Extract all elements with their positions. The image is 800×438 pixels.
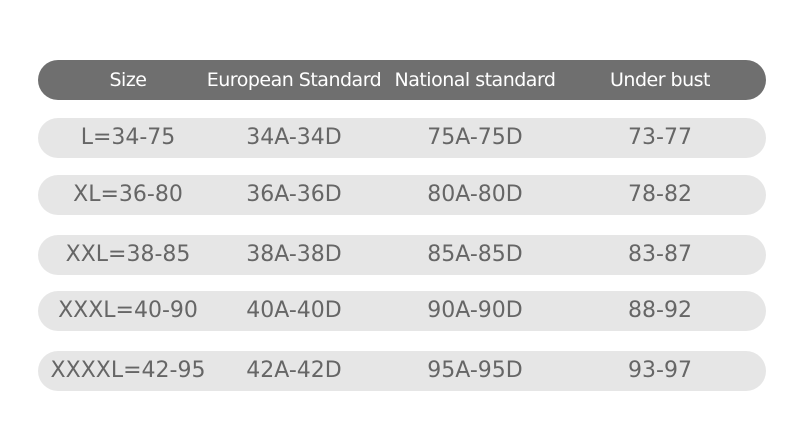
table-cell: 78-82 <box>628 182 692 207</box>
table-cell: 83-87 <box>628 242 692 267</box>
table-cell: 34A-34D <box>246 125 342 150</box>
table-cell: L=34-75 <box>80 125 176 150</box>
table-cell: 80A-80D <box>427 182 523 207</box>
header-cell: National standard <box>394 69 557 91</box>
table-row: XXL=38-85 38A-38D 85A-85D 83-87 <box>38 235 766 275</box>
table-cell: XXL=38-85 <box>65 242 191 267</box>
table-cell: 36A-36D <box>246 182 342 207</box>
table-cell: 93-97 <box>628 358 692 383</box>
header-row: Size European Standard National standard Un… <box>38 60 766 100</box>
table-row: L=34-75 34A-34D 75A-75D 73-77 <box>38 118 766 158</box>
table-cell: 40A-40D <box>246 298 342 323</box>
table-cell: XXXXL=42-95 <box>50 358 206 383</box>
table-cell: 73-77 <box>628 125 692 150</box>
header-cell: Under bust <box>609 69 711 91</box>
header-cell: Size <box>109 69 147 91</box>
table-row: XXXL=40-90 40A-40D 90A-90D 88-92 <box>38 291 766 331</box>
table-cell: 42A-42D <box>246 358 342 383</box>
table-cell: 85A-85D <box>427 242 523 267</box>
table-cell: 75A-75D <box>427 125 523 150</box>
table-cell: 95A-95D <box>427 358 523 383</box>
table-row: XXXXL=42-95 42A-42D 95A-95D 93-97 <box>38 351 766 391</box>
table-cell: XXXL=40-90 <box>58 298 198 323</box>
table-row: XL=36-80 36A-36D 80A-80D 78-82 <box>38 175 766 215</box>
table-cell: 38A-38D <box>246 242 342 267</box>
table-cell: XL=36-80 <box>73 182 183 207</box>
header-cell: European Standard <box>206 69 382 91</box>
table-cell: 90A-90D <box>427 298 523 323</box>
table-cell: 88-92 <box>628 298 692 323</box>
